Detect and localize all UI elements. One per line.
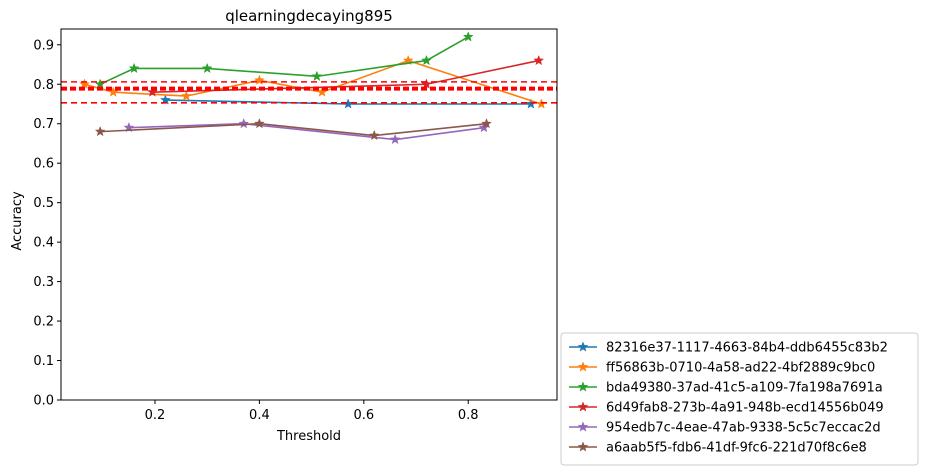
data-point (94, 125, 106, 137)
x-tick-label: 0.2 (145, 408, 166, 423)
y-tick-label: 0.0 (33, 394, 54, 409)
y-tick-label: 0.9 (33, 38, 54, 53)
legend-label: 6d49fab8-273b-4a91-948b-ecd14556b049 (606, 401, 884, 416)
data-point (128, 62, 140, 74)
data-point (389, 133, 401, 145)
legend-label: 82316e37-1117-4663-84b4-ddb6455c83b2 (606, 341, 888, 356)
data-point (311, 70, 323, 81)
x-axis-label: Threshold (276, 429, 341, 444)
data-point (368, 129, 380, 141)
series-2 (94, 31, 474, 89)
x-tick-label: 0.6 (353, 408, 374, 423)
legend-marker (577, 401, 589, 412)
legend-marker (577, 381, 589, 392)
y-tick-label: 0.3 (33, 275, 54, 290)
axis-ticks: 0.2 0.4 0.6 0.8 0.0 0.1 0.2 0.3 0.4 0.5 0.6 0.7 0.8 0… (33, 38, 478, 423)
y-tick-label: 0.1 (33, 354, 54, 369)
data-point (481, 118, 492, 129)
series-5 (94, 118, 492, 141)
legend: 82316e37-1117-4663-84b4-ddb6455c83b2 ff56… (560, 332, 919, 466)
data-point (238, 118, 250, 129)
data-point (201, 62, 213, 74)
y-tick-label: 0.4 (33, 236, 54, 251)
legend-label: ff56863b-0710-4a58-ad22-4bf2889c9bc0 (606, 361, 875, 376)
series-4 (123, 118, 490, 145)
plot-area (61, 31, 557, 145)
legend-label: bda49380-37ad-41c5-a109-7fa198a7691a (606, 381, 883, 396)
data-point (462, 31, 474, 42)
x-tick-label: 0.8 (458, 408, 479, 423)
y-tick-label: 0.8 (33, 78, 54, 93)
legend-label: a6aab5f5-fdb6-41df-9fc6-221d70f8c6e8 (606, 441, 867, 456)
series-line-4 (128, 122, 485, 141)
data-point (253, 118, 265, 129)
data-point (421, 54, 432, 66)
y-tick-label: 0.6 (33, 157, 54, 172)
legend-marker (577, 421, 589, 432)
legend-marker (577, 361, 589, 372)
legend-marker (577, 341, 589, 352)
legend-label: 954edb7c-4eae-47ab-9338-5c5c7eccac2d (606, 421, 881, 436)
y-axis-label: Accuracy (10, 191, 25, 251)
chart-title: qlearningdecaying895 (225, 7, 393, 25)
y-tick-label: 0.5 (33, 196, 54, 211)
series-0 (159, 94, 537, 109)
legend-marker (577, 441, 589, 452)
series-line-2 (99, 36, 469, 85)
x-tick-label: 0.4 (249, 408, 270, 423)
data-point (79, 78, 90, 89)
legend-box (560, 332, 919, 466)
y-tick-label: 0.2 (33, 315, 54, 330)
series-line-5 (100, 122, 487, 137)
data-point (180, 90, 192, 101)
y-tick-label: 0.7 (33, 117, 54, 132)
data-point (533, 54, 545, 66)
data-point (253, 74, 265, 85)
plot-frame (60, 28, 558, 401)
